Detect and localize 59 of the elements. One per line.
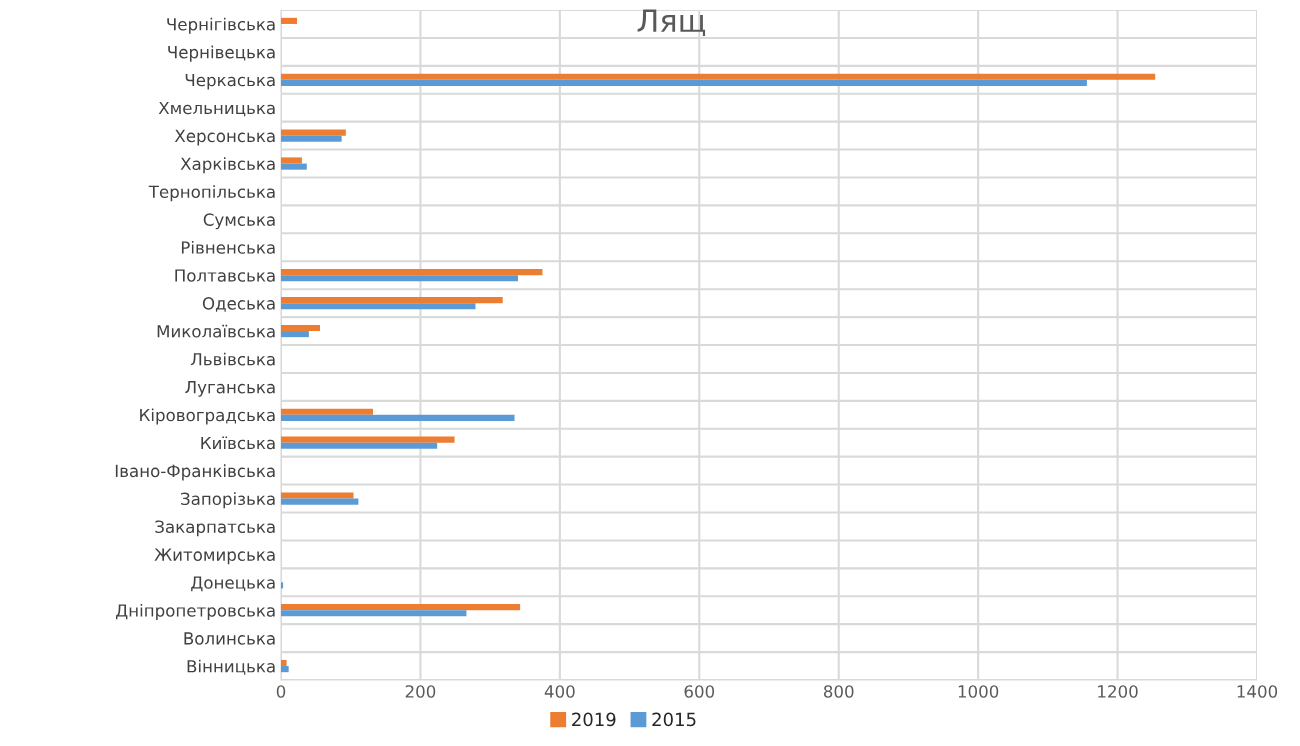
y-tick-label: Закарпатська (155, 520, 275, 537)
y-tick-label: Черкаська (185, 73, 275, 90)
bar (281, 442, 438, 449)
y-tick-label: Кіровоградська (140, 408, 275, 425)
bar (281, 163, 307, 170)
y-tick-label: Миколаївська (157, 324, 275, 338)
y-tick-label: Харківська (180, 157, 275, 174)
x-tick-label: 1200 (1098, 685, 1138, 698)
y-tick-label: Рівненська (181, 240, 275, 254)
legend-label: 2019 (572, 712, 616, 727)
bar (281, 17, 298, 24)
bar (281, 269, 543, 276)
bar (281, 79, 1087, 86)
bar (281, 408, 374, 415)
bar (281, 135, 342, 142)
x-tick-label: 200 (405, 685, 436, 698)
bar (281, 296, 503, 304)
y-tick-label: Київська (201, 436, 275, 450)
y-tick-label: Дніпропетровська (116, 603, 275, 621)
y-tick-label: Херсонська (174, 129, 275, 146)
bar (281, 492, 354, 499)
y-tick-label: Донецька (191, 576, 275, 592)
x-tick-label: 400 (544, 685, 575, 698)
x-tick-label: 0 (276, 685, 286, 698)
y-tick-label: Львівська (190, 352, 275, 366)
y-tick-label: Луганська (185, 381, 275, 397)
bar (281, 303, 476, 310)
y-tick-label: Чернігівська (167, 17, 275, 34)
legend-label: 2015 (652, 712, 696, 727)
x-tick-label: 600 (684, 685, 715, 698)
bar (281, 157, 302, 164)
y-tick-label: Житомирська (154, 548, 275, 565)
bar (281, 73, 1156, 80)
y-tick-label: Івано-Франківська (115, 464, 275, 481)
y-tick-label: Полтавська (175, 269, 275, 282)
bar (281, 604, 521, 611)
x-tick-label: 1000 (958, 685, 999, 698)
bar (281, 414, 515, 421)
y-tick-label: Тернопільська (148, 185, 275, 202)
bar (281, 666, 289, 673)
bar (281, 129, 346, 136)
bar (281, 498, 359, 505)
y-tick-label: Одеська (202, 297, 275, 312)
x-tick-label: 800 (823, 685, 854, 698)
y-tick-label: Хмельницька (158, 101, 275, 117)
y-tick-label: Волинська (184, 632, 275, 645)
y-tick-label: Вінницька (187, 659, 275, 675)
y-tick-label: Запорізька (181, 492, 275, 509)
x-tick-label: 1400 (1237, 685, 1278, 698)
bar (281, 324, 321, 332)
y-tick-label: Чернівецька (168, 45, 275, 62)
bar (281, 582, 284, 589)
bar (281, 436, 455, 443)
bar (281, 610, 467, 617)
bar (281, 275, 519, 282)
bar (281, 659, 287, 667)
chart-title: Лящ (637, 9, 706, 37)
y-tick-label: Сумська (203, 213, 275, 230)
bar (281, 331, 309, 338)
